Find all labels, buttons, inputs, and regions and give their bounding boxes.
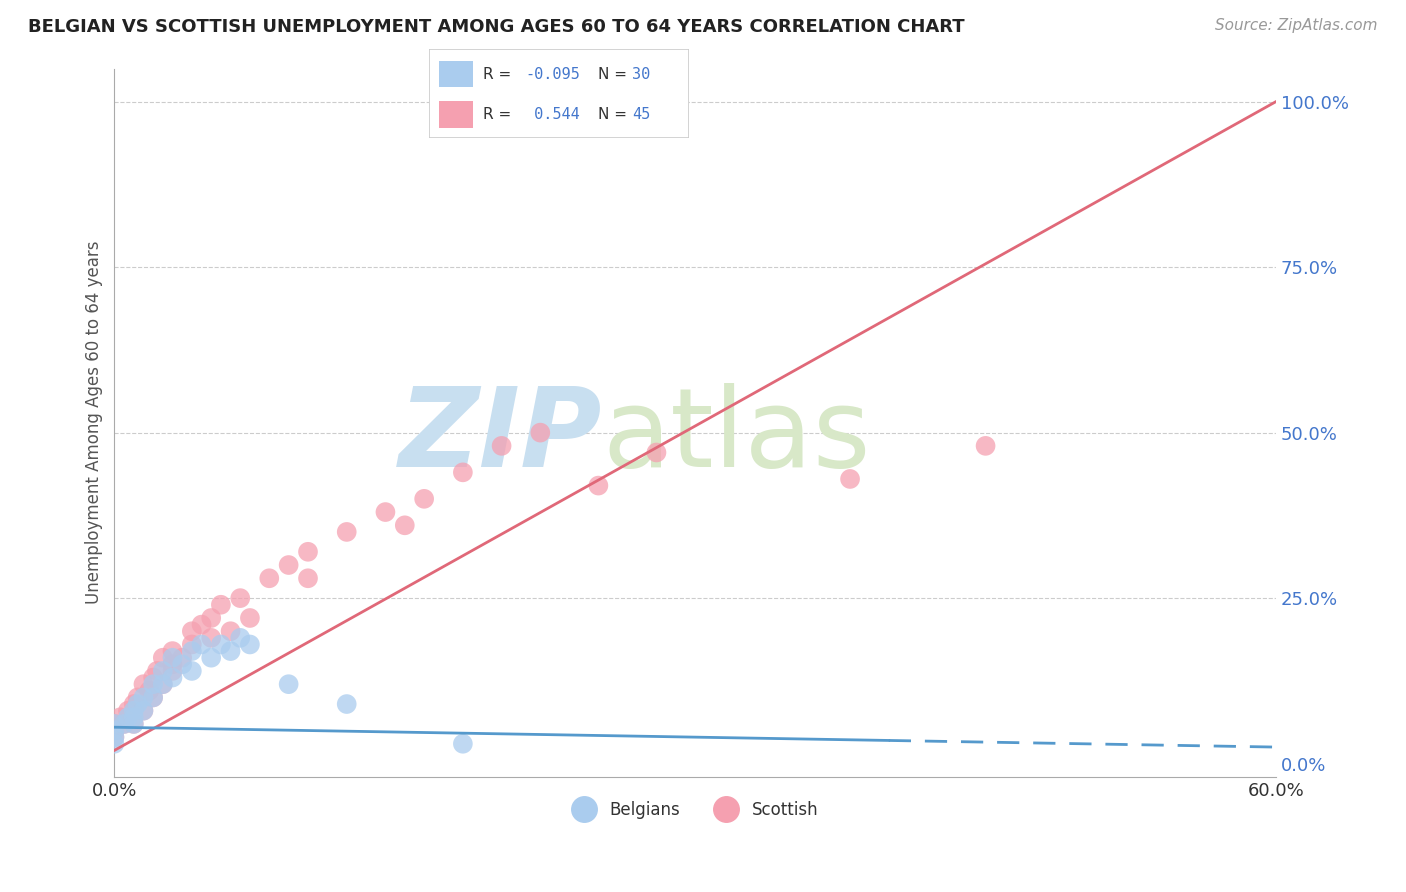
Text: 30: 30: [631, 67, 650, 81]
Point: [122, 710, 145, 724]
Point: [132, 690, 155, 705]
Point: [190, 617, 212, 632]
Point: [451, 466, 474, 480]
Point: [239, 637, 262, 651]
Point: [127, 697, 149, 711]
Point: [152, 650, 174, 665]
Text: R =: R =: [484, 67, 512, 81]
Point: [103, 723, 125, 738]
Point: [172, 650, 194, 665]
Point: [200, 631, 222, 645]
Point: [152, 664, 174, 678]
Point: [103, 737, 125, 751]
Bar: [439, 101, 472, 128]
Point: [132, 704, 155, 718]
Point: [200, 650, 222, 665]
Point: [142, 690, 165, 705]
Point: [103, 723, 125, 738]
Text: R =: R =: [484, 107, 512, 121]
Point: [103, 717, 125, 731]
Point: [122, 717, 145, 731]
Point: [529, 425, 551, 440]
Point: [122, 697, 145, 711]
Point: [103, 717, 125, 731]
Point: [103, 730, 125, 744]
Text: N =: N =: [598, 107, 627, 121]
Point: [394, 518, 416, 533]
Point: [229, 591, 252, 606]
Point: [491, 439, 513, 453]
Point: [142, 690, 165, 705]
Point: [142, 677, 165, 691]
Point: [180, 637, 202, 651]
Text: 45: 45: [631, 107, 650, 121]
Point: [117, 704, 139, 718]
Point: [162, 644, 184, 658]
Point: [146, 664, 169, 678]
Point: [645, 445, 668, 459]
Point: [162, 657, 184, 672]
Point: [451, 737, 474, 751]
Point: [162, 671, 184, 685]
Point: [180, 664, 202, 678]
Point: [229, 631, 252, 645]
Point: [588, 478, 610, 492]
Text: 0.544: 0.544: [524, 107, 579, 121]
Point: [277, 677, 299, 691]
Point: [209, 598, 232, 612]
Point: [122, 704, 145, 718]
Point: [219, 644, 242, 658]
Point: [127, 690, 149, 705]
Point: [152, 677, 174, 691]
Point: [162, 664, 184, 678]
Text: BELGIAN VS SCOTTISH UNEMPLOYMENT AMONG AGES 60 TO 64 YEARS CORRELATION CHART: BELGIAN VS SCOTTISH UNEMPLOYMENT AMONG A…: [28, 18, 965, 36]
Point: [152, 677, 174, 691]
Point: [138, 683, 160, 698]
Point: [180, 624, 202, 639]
Point: [336, 524, 359, 539]
FancyBboxPatch shape: [429, 49, 689, 138]
Point: [259, 571, 281, 585]
Text: ZIP: ZIP: [399, 384, 602, 491]
Point: [297, 545, 319, 559]
Point: [142, 671, 165, 685]
Point: [219, 624, 242, 639]
Point: [117, 710, 139, 724]
Point: [374, 505, 396, 519]
Point: [132, 704, 155, 718]
Point: [277, 558, 299, 572]
Point: [122, 717, 145, 731]
Bar: [439, 61, 472, 87]
Point: [209, 637, 232, 651]
Text: -0.095: -0.095: [524, 67, 579, 81]
Point: [162, 650, 184, 665]
Point: [112, 717, 135, 731]
Point: [297, 571, 319, 585]
Point: [112, 717, 135, 731]
Point: [110, 710, 132, 724]
Point: [180, 644, 202, 658]
Legend: Belgians, Scottish: Belgians, Scottish: [565, 794, 825, 825]
Text: Source: ZipAtlas.com: Source: ZipAtlas.com: [1215, 18, 1378, 33]
Point: [839, 472, 862, 486]
Point: [172, 657, 194, 672]
Point: [103, 730, 125, 744]
Point: [239, 611, 262, 625]
Text: atlas: atlas: [602, 384, 870, 491]
Point: [413, 491, 436, 506]
Y-axis label: Unemployment Among Ages 60 to 64 years: Unemployment Among Ages 60 to 64 years: [86, 241, 103, 605]
Point: [336, 697, 359, 711]
Point: [190, 637, 212, 651]
Point: [974, 439, 997, 453]
Point: [132, 677, 155, 691]
Text: N =: N =: [598, 67, 627, 81]
Point: [200, 611, 222, 625]
